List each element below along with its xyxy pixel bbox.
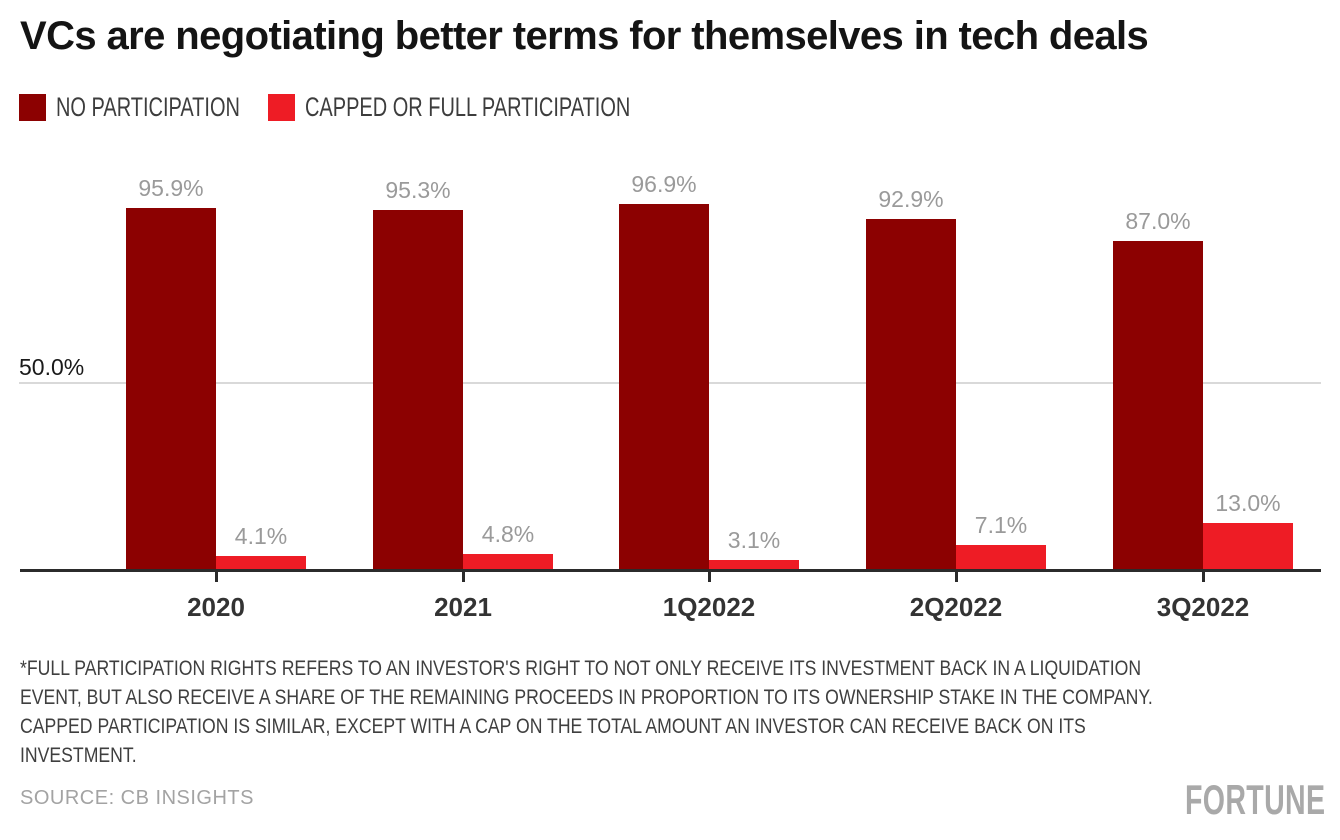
bar-value-label: 4.1% bbox=[234, 523, 288, 549]
bar-value-label: 3.1% bbox=[727, 527, 781, 553]
bar-no-participation-2021 bbox=[373, 210, 463, 572]
footnote: *FULL PARTICIPATION RIGHTS REFERS TO AN … bbox=[20, 654, 1340, 770]
source-text: SOURCE: CB INSIGHTS bbox=[20, 787, 254, 809]
footnote-line: EVENT, BUT ALSO RECEIVE A SHARE OF THE R… bbox=[20, 686, 1153, 709]
bar-value-label: 7.1% bbox=[974, 512, 1028, 538]
bar-no-participation-2Q2022 bbox=[866, 219, 956, 572]
bar-value-label: 87.0% bbox=[1125, 208, 1191, 234]
x-tick-label-1Q2022: 1Q2022 bbox=[662, 592, 756, 622]
bar-value-label: 95.3% bbox=[385, 177, 451, 203]
bar-value-label: 13.0% bbox=[1215, 490, 1281, 516]
bar-capped-full-2Q2022 bbox=[956, 545, 1046, 572]
bar-capped-full-3Q2022 bbox=[1203, 523, 1293, 572]
y-gridline-label: 50.0% bbox=[19, 354, 85, 380]
x-axis-tick bbox=[955, 572, 958, 582]
chart-legend: NO PARTICIPATION CAPPED OR FULL PARTICIPA… bbox=[0, 92, 1340, 122]
bar-no-participation-3Q2022 bbox=[1113, 241, 1203, 572]
footnote-line: CAPPED PARTICIPATION IS SIMILAR, EXCEPT … bbox=[20, 715, 1086, 738]
legend-swatch-icon bbox=[19, 94, 46, 121]
x-tick-label-2Q2022: 2Q2022 bbox=[909, 592, 1003, 622]
legend-item-0: NO PARTICIPATION bbox=[19, 92, 305, 123]
page-title: VCs are negotiating better terms for the… bbox=[20, 14, 1149, 58]
x-axis-line bbox=[20, 569, 1321, 572]
x-axis-tick bbox=[708, 572, 711, 582]
fortune-logo: FORTUNE bbox=[1185, 776, 1326, 823]
bar-value-label: 92.9% bbox=[878, 186, 944, 212]
x-tick-label-2021: 2021 bbox=[434, 592, 492, 622]
footnote-line: INVESTMENT. bbox=[20, 744, 137, 767]
bar-capped-full-2020 bbox=[216, 556, 306, 572]
legend-swatch-icon bbox=[268, 94, 295, 121]
bar-capped-full-2021 bbox=[463, 554, 553, 572]
x-axis-tick bbox=[1202, 572, 1205, 582]
legend-label: NO PARTICIPATION bbox=[56, 92, 240, 122]
bar-value-label: 96.9% bbox=[631, 171, 697, 197]
bar-value-label: 4.8% bbox=[481, 521, 535, 547]
x-tick-label-2020: 2020 bbox=[187, 592, 245, 622]
bar-value-label: 95.9% bbox=[138, 175, 204, 201]
bar-no-participation-2020 bbox=[126, 208, 216, 572]
bar-no-participation-1Q2022 bbox=[619, 204, 709, 572]
legend-label: CAPPED OR FULL PARTICIPATION bbox=[305, 92, 631, 122]
footnote-line: *FULL PARTICIPATION RIGHTS REFERS TO AN … bbox=[20, 657, 1142, 680]
x-axis-tick bbox=[462, 572, 465, 582]
x-tick-label-3Q2022: 3Q2022 bbox=[1156, 592, 1250, 622]
x-axis-tick bbox=[215, 572, 218, 582]
legend-item-1: CAPPED OR FULL PARTICIPATION bbox=[268, 92, 745, 123]
